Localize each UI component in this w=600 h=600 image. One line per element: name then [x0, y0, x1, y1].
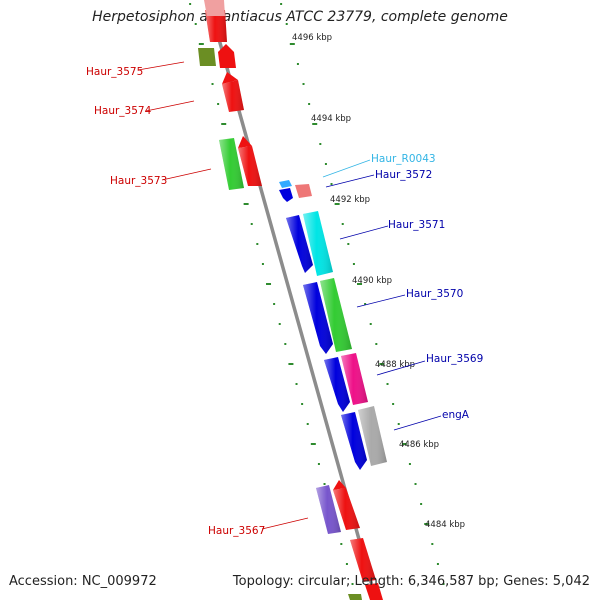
outer-scale-ticks: [280, 3, 445, 585]
callout-line: [325, 174, 375, 188]
gene-haur-3570[interactable]: [320, 278, 352, 352]
gene-haur-3575[interactable]: [198, 48, 216, 66]
gene-label-haur-3570: Haur_3570: [406, 288, 463, 300]
gene-haur-3569[interactable]: [341, 353, 368, 405]
gene-label-haur-3574: Haur_3574: [94, 105, 152, 117]
gene-haur-3573-red[interactable]: [238, 136, 262, 186]
gene-label-haur-3567: Haur_3567: [208, 525, 265, 537]
gene-label-haur-3573: Haur_3573: [110, 175, 167, 187]
scale-label: 4492 kbp: [330, 195, 370, 205]
gene-bottom-olive: [348, 594, 362, 600]
map-title: Herpetosiphon aurantiacus ATCC 23779, co…: [92, 9, 508, 25]
scale-label: 4484 kbp: [425, 520, 465, 530]
gene-bottom-red-3: [365, 583, 383, 600]
callout-line: [261, 517, 309, 530]
gene-enga-blue[interactable]: [341, 412, 367, 470]
callout-line: [393, 415, 442, 431]
gene-callouts: Haur_3575 Haur_3574 Haur_3573 Haur_R0043…: [86, 61, 483, 537]
gene-small-blue[interactable]: [279, 188, 293, 202]
gene-haur-3570-blue[interactable]: [303, 282, 333, 354]
gene-haur-3567[interactable]: [316, 485, 341, 534]
gene-haur-3574[interactable]: [222, 72, 244, 112]
gene-haur-3569-blue[interactable]: [324, 357, 350, 412]
gene-label-haur-3572: Haur_3572: [375, 169, 432, 181]
gene-haur-3571-blue[interactable]: [286, 215, 313, 273]
gene-partial-top-left: [205, 10, 227, 42]
gene-enga[interactable]: [358, 406, 387, 466]
gene-label-haur-3569: Haur_3569: [426, 353, 483, 365]
scale-label: 4488 kbp: [375, 360, 415, 370]
genome-summary: Topology: circular; Length: 6,346,587 bp…: [233, 574, 590, 589]
callout-line: [161, 168, 212, 181]
callout-line: [356, 294, 406, 308]
length-label: Length: 6,346,587 bp;: [354, 574, 500, 589]
callout-line: [339, 225, 389, 240]
gene-partial-top-pink: [204, 0, 225, 16]
gene-label-haur-3571: Haur_3571: [388, 219, 445, 231]
callout-line: [322, 159, 371, 178]
gene-haur-3571[interactable]: [303, 211, 333, 276]
gene-haur-3572[interactable]: [295, 184, 312, 198]
genes-count-label: Genes: 5,042: [503, 574, 590, 589]
topology-label: Topology: circular;: [232, 574, 351, 589]
scale-label: 4496 kbp: [292, 33, 332, 43]
gene-bottom-red-1[interactable]: [333, 480, 360, 530]
gene-label-haur-3575: Haur_3575: [86, 66, 143, 78]
accession-label: Accession: NC_009972: [9, 574, 157, 589]
scale-label: 4486 kbp: [399, 440, 439, 450]
callout-line: [137, 61, 185, 71]
gene-haur-r0043[interactable]: [279, 180, 292, 188]
callout-line: [145, 100, 195, 112]
gene-label-haur-r0043: Haur_R0043: [371, 153, 436, 165]
gene-top-right-arrow[interactable]: [218, 44, 236, 68]
gene-label-enga: engA: [442, 409, 470, 421]
gene-bottom-red-2[interactable]: [350, 538, 376, 582]
scale-label: 4494 kbp: [311, 114, 351, 124]
callout-line: [376, 360, 426, 376]
scale-labels: 4496 kbp 4494 kbp 4492 kbp 4490 kbp 4488…: [292, 33, 465, 530]
gene-haur-3573-green[interactable]: [219, 138, 244, 190]
scale-label: 4490 kbp: [352, 276, 392, 286]
